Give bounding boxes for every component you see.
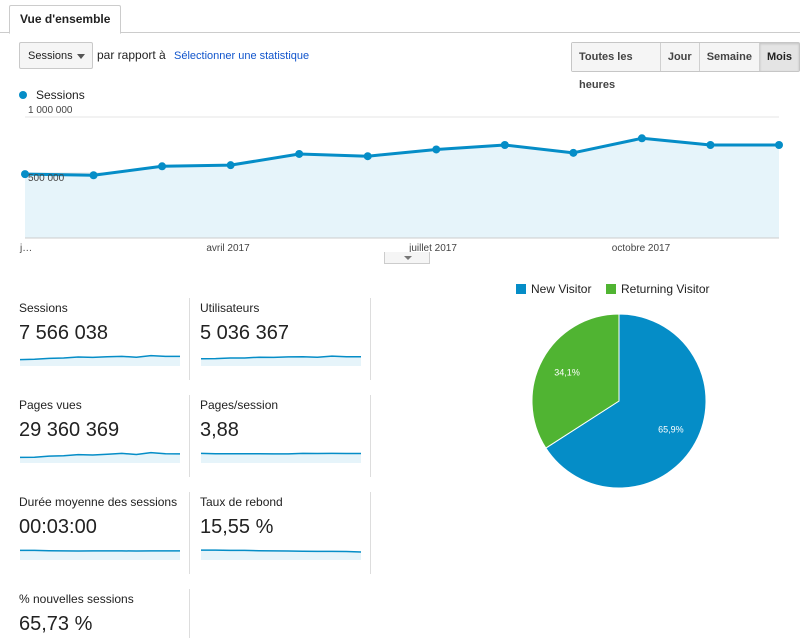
- pie-slice: [531, 313, 620, 449]
- metric-sparkline: [200, 355, 361, 366]
- sparkline-fill: [20, 452, 180, 463]
- sparkline-line: [20, 549, 180, 552]
- metric-name: Pages vues: [19, 398, 82, 412]
- divider: [189, 298, 190, 380]
- metric-sparkline: [201, 549, 362, 560]
- chevron-down-icon: [77, 54, 85, 59]
- sparkline-fill: [20, 550, 180, 560]
- data-point: [363, 152, 372, 161]
- data-point: [89, 171, 98, 180]
- sparkline-fill: [201, 453, 361, 463]
- data-point: [775, 141, 783, 149]
- select-stat-link[interactable]: Sélectionner une statistique: [174, 50, 310, 62]
- legend-swatch-icon: [516, 284, 526, 294]
- metric-select[interactable]: Sessions: [19, 42, 93, 69]
- divider: [370, 395, 371, 477]
- data-point: [158, 162, 167, 171]
- series-legend-label: Sessions: [36, 88, 85, 102]
- data-point: [226, 161, 235, 170]
- data-point: [295, 149, 304, 158]
- metric-value: 5 036 367: [200, 322, 289, 344]
- metric-value: 7 566 038: [19, 322, 108, 344]
- metric-sparkline: [19, 354, 180, 366]
- pie-slice: [545, 313, 707, 489]
- data-point: [500, 141, 509, 149]
- data-point: [637, 134, 646, 143]
- visitor-type-pie-chart: 65,9% 34,1%: [531, 313, 707, 489]
- metric-name: Pages/session: [200, 398, 279, 412]
- collapse-chart-toggle[interactable]: [384, 252, 430, 264]
- series-dot-icon: [19, 91, 27, 99]
- tab-overview[interactable]: Vue d'ensemble: [9, 5, 122, 34]
- x-tick-label: avril 2017: [206, 243, 250, 254]
- data-point: [569, 148, 578, 157]
- sparkline-line: [201, 549, 362, 553]
- caret-down-icon: [404, 256, 412, 260]
- metric-sessions[interactable]: Sessions 7 566 038: [19, 300, 181, 380]
- sparkline-line: [200, 355, 361, 360]
- area-fill: [25, 138, 779, 238]
- metric-value: 3,88: [200, 419, 239, 441]
- metric-select-label: Sessions: [28, 50, 73, 62]
- metric-bounce-rate[interactable]: Taux de rebond 15,55 %: [200, 494, 362, 574]
- divider: [189, 395, 190, 477]
- legend-swatch-icon: [606, 284, 616, 294]
- sessions-line-chart: 1 000 000 500 000 j… avril 2017 juillet 2017…: [19, 105, 783, 254]
- period-button-group: Toutes les heures Jour Semaine Mois: [571, 42, 800, 91]
- metric-value: 15,55 %: [200, 516, 274, 538]
- metric-value: 29 360 369: [19, 419, 120, 441]
- x-tick-label: j…: [19, 243, 32, 254]
- data-point: [432, 145, 441, 154]
- metric-name: Utilisateurs: [200, 301, 260, 315]
- metric-avg-session-duration[interactable]: Durée moyenne des sessions 00:03:00: [19, 494, 181, 574]
- metric-sparkline: [200, 452, 361, 463]
- series-line: [24, 136, 779, 177]
- metric-name: % nouvelles sessions: [19, 592, 134, 606]
- divider: [370, 492, 371, 574]
- divider: [370, 298, 371, 380]
- x-tick-label: octobre 2017: [612, 243, 671, 254]
- y-tick-label: 500 000: [28, 173, 65, 184]
- metric-name: Sessions: [19, 301, 68, 315]
- chart-legend: Sessions: [19, 88, 85, 102]
- tab-bar: Vue d'ensemble: [0, 0, 800, 34]
- pie-legend-label: New Visitor: [531, 282, 592, 296]
- sparkline-fill: [201, 550, 361, 560]
- metric-name: Taux de rebond: [200, 495, 283, 509]
- metric-value: 00:03:00: [19, 516, 97, 538]
- data-point: [706, 141, 715, 149]
- metric-users[interactable]: Utilisateurs 5 036 367: [200, 300, 362, 380]
- metric-sparkline: [19, 451, 181, 463]
- y-tick-label: 1 000 000: [28, 105, 73, 116]
- pie-slice-label: 65,9%: [658, 424, 684, 434]
- pie-slice-label: 34,1%: [554, 368, 580, 378]
- period-hourly-button[interactable]: Toutes les heures: [572, 43, 660, 91]
- metric-new-sessions[interactable]: % nouvelles sessions 65,73 %: [19, 591, 181, 638]
- pie-legend-new[interactable]: New Visitor: [516, 282, 591, 296]
- data-point: [21, 170, 29, 179]
- period-week-button[interactable]: Semaine: [698, 43, 759, 71]
- metric-value: 65,73 %: [19, 613, 93, 635]
- metric-sparkline: [20, 549, 180, 560]
- metric-pageviews[interactable]: Pages vues 29 360 369: [19, 397, 181, 477]
- sparkline-line: [19, 354, 180, 361]
- pie-legend-label: Returning Visitor: [621, 282, 710, 296]
- compare-label: par rapport à: [97, 48, 166, 62]
- sparkline-line: [19, 451, 181, 459]
- divider: [189, 589, 190, 638]
- divider: [189, 492, 190, 574]
- metric-name: Durée moyenne des sessions: [19, 495, 178, 509]
- period-month-button[interactable]: Mois: [758, 43, 799, 71]
- period-day-button[interactable]: Jour: [659, 43, 699, 71]
- pie-legend-returning[interactable]: Returning Visitor: [606, 282, 710, 296]
- x-tick-label: juillet 2017: [408, 243, 457, 254]
- metric-pages-per-session[interactable]: Pages/session 3,88: [200, 397, 362, 477]
